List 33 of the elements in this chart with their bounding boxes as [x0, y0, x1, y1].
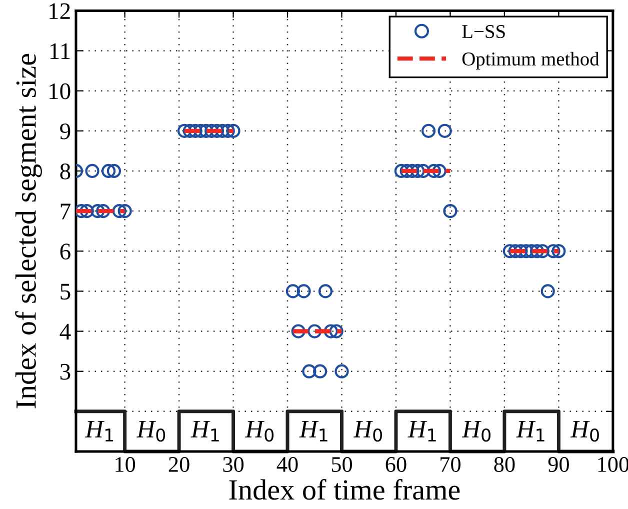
x-tick-label: 60	[386, 456, 406, 472]
y-tick-label: 6	[60, 244, 70, 260]
x-tick-label: 10	[116, 456, 136, 472]
y-tick-label: 7	[60, 204, 70, 220]
annotation: H$_{1}$	[299, 420, 328, 442]
annotation: H$_{0}$	[570, 420, 599, 442]
y-tick-label: 11	[50, 43, 70, 59]
x-tick-label: 20	[168, 456, 190, 472]
x-tick-label: 80	[494, 456, 515, 472]
y-tick-label: 12	[50, 3, 70, 19]
x-tick-label: 70	[440, 456, 460, 472]
annotation: H$_{1}$	[516, 420, 544, 442]
annotation: H$_{1}$	[408, 420, 436, 442]
x-tick-label: 40	[276, 456, 298, 472]
x-axis-title: Index of time frame	[229, 478, 460, 500]
annotation: H$_{0}$	[244, 420, 274, 442]
y-tick-label: 3	[60, 364, 70, 380]
y-tick-label: 10	[50, 83, 70, 100]
legend-label: Optimum method	[462, 52, 600, 70]
y-tick-label: 5	[60, 284, 70, 300]
y-tick-label: 9	[60, 123, 70, 140]
legend-label: L−SS	[462, 25, 505, 38]
annotation: H$_{1}$	[190, 420, 219, 442]
y-axis-title: Index of selected segment size	[15, 54, 42, 408]
x-tick-label: 50	[332, 456, 352, 472]
annotation: H$_{0}$	[136, 420, 166, 442]
annotation: H$_{0}$	[462, 420, 490, 442]
y-tick-label: 8	[60, 163, 70, 180]
x-tick-label: 90	[548, 456, 569, 472]
y-tick-label: 4	[60, 324, 71, 340]
annotation: H$_{1}$	[85, 420, 114, 442]
annotation: H$_{0}$	[353, 420, 382, 442]
x-tick-label: 30	[223, 456, 244, 472]
